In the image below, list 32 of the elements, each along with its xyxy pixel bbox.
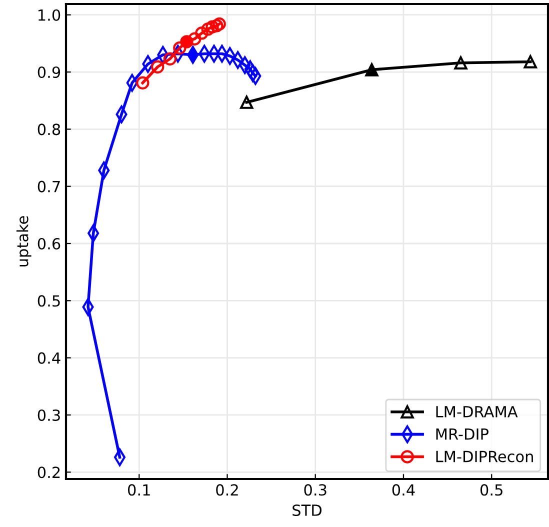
x-tick-label: 0.3: [304, 484, 326, 496]
y-tick-label: 0.6: [38, 238, 60, 250]
point: [206, 20, 219, 34]
point: [188, 32, 202, 46]
y-tick-label: 0.4: [38, 352, 60, 364]
point: [163, 52, 177, 66]
y-tick-label: 0.8: [38, 124, 60, 136]
x-tick-label: 0.5: [480, 484, 502, 496]
y-tick-label: 1.0: [38, 9, 60, 21]
y-tick-label: 0.7: [38, 180, 60, 192]
point: [136, 76, 150, 90]
x-tick-label: 0.2: [216, 484, 238, 496]
point: [195, 26, 208, 40]
legend-label: MR-DIP: [436, 428, 488, 440]
y-tick-label: 0.9: [38, 66, 60, 78]
y-axis-title: uptake: [16, 216, 32, 266]
point: [151, 60, 164, 74]
point: [240, 96, 254, 109]
point: [212, 17, 226, 31]
legend-label: LM-DRAMA: [436, 406, 518, 418]
y-tick-label: 0.2: [38, 466, 60, 478]
x-tick-label: 0.4: [392, 484, 415, 496]
point: [454, 56, 468, 70]
point: [210, 19, 224, 32]
x-axis-title: STD: [292, 504, 322, 516]
point: [201, 22, 214, 36]
point: [524, 55, 537, 68]
legend-label: LM-DIPRecon: [436, 450, 533, 462]
y-tick-label: 0.3: [38, 409, 60, 421]
point: [173, 41, 186, 55]
x-tick-label: 0.1: [128, 484, 150, 496]
y-tick-label: 0.5: [38, 295, 60, 307]
